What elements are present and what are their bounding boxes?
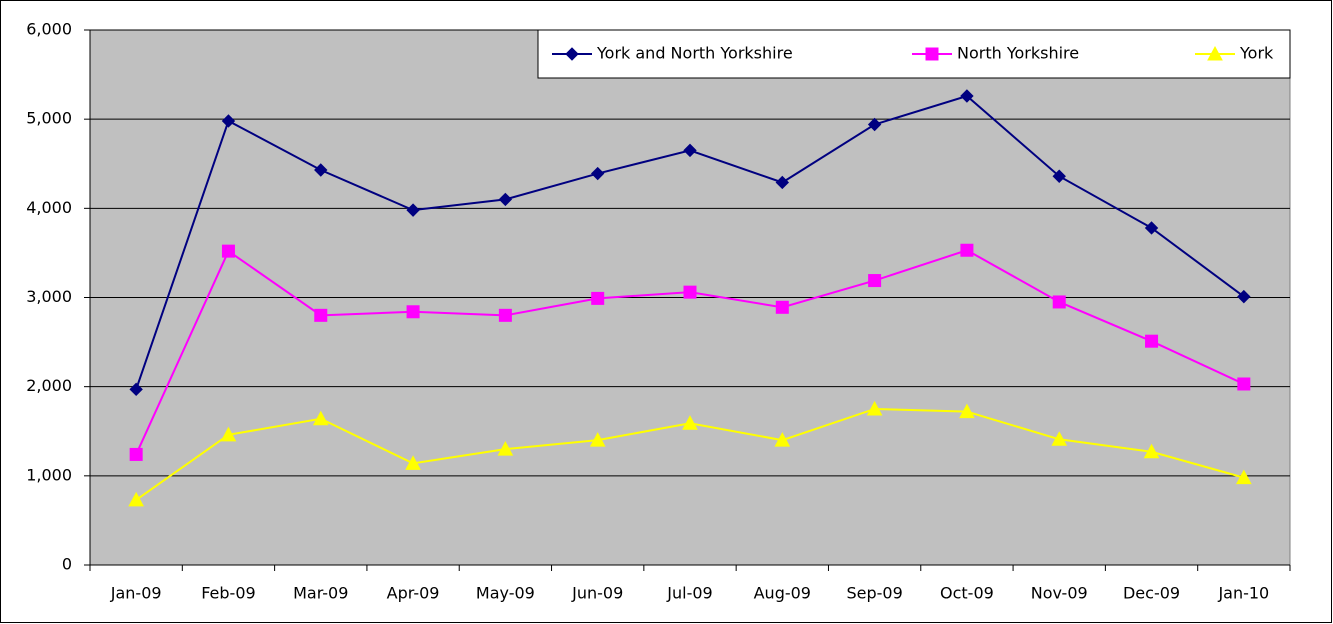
marker — [774, 432, 791, 447]
y-tick-label: 4,000 — [26, 198, 72, 217]
marker — [589, 432, 606, 447]
marker — [406, 305, 420, 319]
marker — [867, 117, 882, 132]
x-tick-label: Sep-09 — [846, 584, 902, 603]
marker — [220, 426, 237, 442]
marker — [498, 192, 513, 207]
x-tick-label: Feb-09 — [201, 584, 255, 603]
x-tick-label: Nov-09 — [1031, 584, 1088, 603]
marker — [925, 47, 939, 61]
marker — [960, 243, 974, 257]
x-tick-label: Jun-09 — [571, 584, 623, 603]
marker — [314, 308, 328, 322]
marker — [683, 143, 697, 158]
marker — [1237, 377, 1251, 391]
y-tick-label: 3,000 — [26, 287, 72, 306]
marker — [590, 166, 605, 181]
marker — [1143, 443, 1160, 459]
marker — [960, 89, 974, 103]
x-tick-label: Jan-09 — [110, 584, 162, 603]
marker — [1207, 45, 1223, 61]
x-tick-label: Dec-09 — [1123, 584, 1180, 603]
marker — [405, 455, 421, 470]
legend-label: York and North Yorkshire — [596, 44, 793, 63]
marker — [868, 274, 882, 288]
marker — [775, 175, 790, 190]
x-tick-label: Jan-10 — [1217, 584, 1269, 603]
marker — [312, 410, 329, 426]
marker — [129, 447, 143, 461]
x-tick-label: Mar-09 — [293, 584, 348, 603]
marker — [1145, 334, 1159, 348]
marker — [959, 403, 975, 419]
y-tick-label: 5,000 — [26, 109, 72, 128]
marker — [1051, 431, 1068, 446]
y-tick-label: 0 — [62, 555, 72, 574]
marker — [1144, 221, 1159, 235]
y-tick-label: 2,000 — [26, 376, 72, 395]
marker — [221, 244, 235, 258]
marker — [129, 382, 143, 397]
marker — [683, 285, 697, 299]
marker — [1052, 295, 1066, 309]
marker — [497, 441, 514, 456]
x-tick-label: Oct-09 — [940, 584, 994, 603]
legend-label: York — [1239, 44, 1274, 63]
marker — [565, 47, 579, 61]
marker — [128, 491, 144, 507]
x-tick-label: Apr-09 — [387, 584, 440, 603]
x-tick-label: May-09 — [476, 584, 535, 603]
marker — [314, 163, 328, 177]
marker — [682, 415, 698, 430]
marker — [1236, 469, 1252, 485]
legend-label: North Yorkshire — [957, 44, 1079, 63]
marker — [1237, 289, 1251, 304]
marker — [866, 400, 883, 416]
x-tick-label: Jul-09 — [666, 584, 712, 603]
marker — [1052, 169, 1066, 183]
marker — [775, 300, 789, 314]
y-tick-label: 1,000 — [26, 465, 72, 484]
marker — [406, 203, 420, 217]
marker — [591, 291, 605, 305]
marker — [498, 308, 512, 322]
marker — [221, 114, 236, 128]
y-tick-label: 6,000 — [26, 20, 72, 39]
x-tick-label: Aug-09 — [754, 584, 811, 603]
